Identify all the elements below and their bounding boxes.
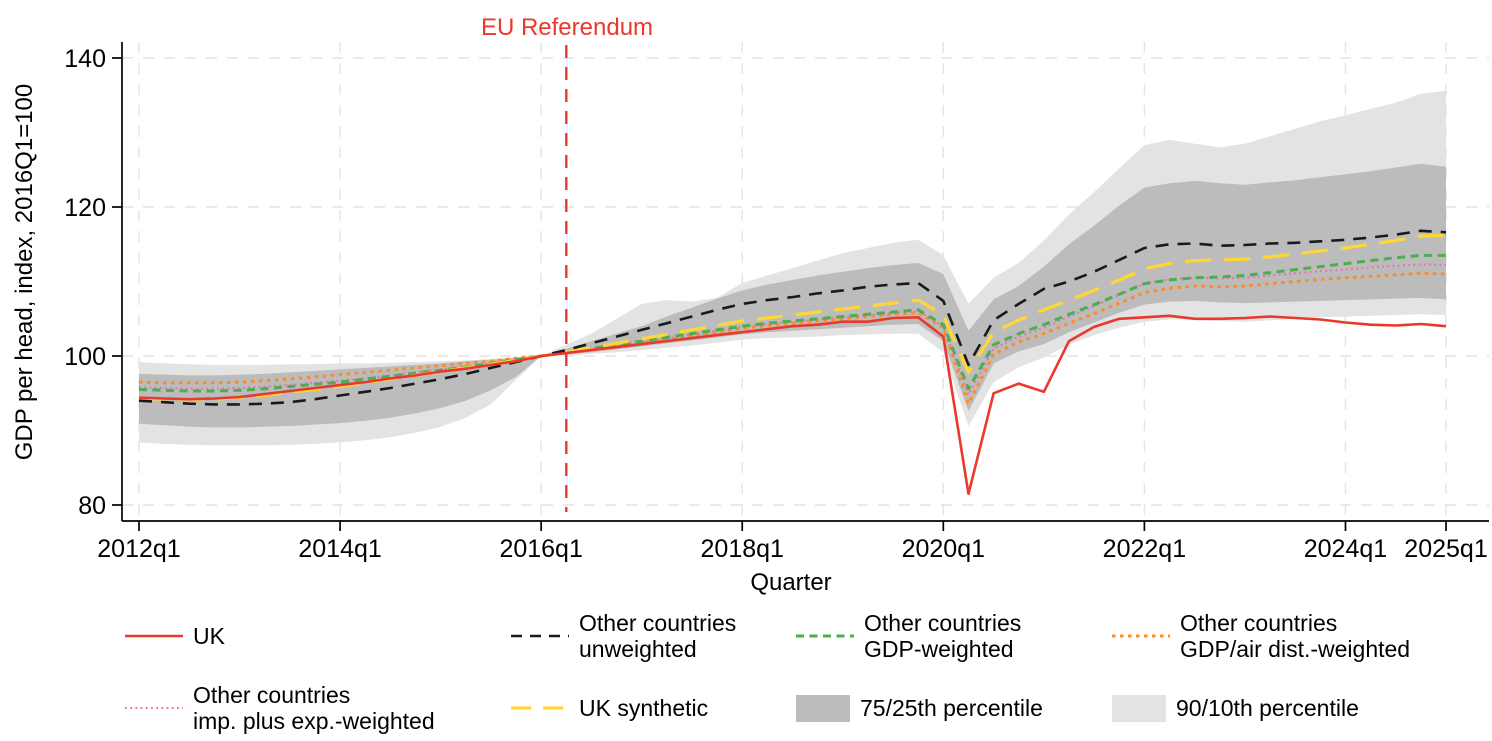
y-tick-label: 80 <box>78 492 106 520</box>
series-line-other-countries-unweighted <box>138 229 1447 406</box>
uk-line-swatch <box>125 634 183 638</box>
band-90-10th-percentile <box>139 90 1446 446</box>
legend-item-75-25-percentile: 75/25th percentile <box>796 680 1043 736</box>
y-axis-title: GDP per head, index, 2016Q1=100 <box>11 84 38 461</box>
unweighted-line-swatch <box>511 634 569 638</box>
x-tick-label: 2016q1 <box>499 535 582 563</box>
band-75-25th-percentile <box>139 163 1446 428</box>
legend-label-uk-synthetic: UK synthetic <box>579 695 709 721</box>
series-line-other-countries-gdp-weighted <box>138 253 1446 393</box>
legend-label-uk: UK <box>193 623 225 649</box>
x-tick-label: 2022q1 <box>1103 535 1186 563</box>
legend-item-uk: UK <box>125 608 225 664</box>
x-tick-label: 2012q1 <box>97 535 180 563</box>
gdp-weighted-line-swatch <box>796 634 854 638</box>
legend-item-90-10-percentile: 90/10th percentile <box>1112 680 1359 736</box>
legend-item-gdp-air-weighted: Other countries GDP/air dist.-weighted <box>1112 608 1410 664</box>
legend-label-gdp-weighted: Other countries GDP-weighted <box>864 610 1022 662</box>
series-line-uk <box>138 314 1447 496</box>
x-tick-label: 2025q1 <box>1404 535 1487 563</box>
legend-item-gdp-weighted: Other countries GDP-weighted <box>796 608 1021 664</box>
uk-synthetic-line-swatch <box>511 706 569 710</box>
x-tick-label: 2018q1 <box>701 535 784 563</box>
imp-exp-weighted-line-swatch <box>125 706 183 710</box>
legend-label-imp-exp-weighted: Other countries imp. plus exp.-weighted <box>193 682 435 734</box>
series-line-other-countries-imp-plus-exp-weighted <box>138 263 1447 396</box>
y-tick-label: 100 <box>64 343 106 371</box>
chart-plot-area: 80 100 120 140 2012q1 2014q1 2016q1 2018q1 2020q… <box>11 14 1489 596</box>
y-tick-label: 120 <box>64 194 106 222</box>
x-axis-title: Quarter <box>750 569 831 596</box>
series-line-other-countries-gdp-air-dist-weighted <box>138 271 1447 406</box>
legend-label-unweighted: Other countries unweighted <box>579 610 737 662</box>
legend-label-90-10-percentile: 90/10th percentile <box>1176 695 1359 721</box>
x-tick-label: 2014q1 <box>298 535 381 563</box>
referendum-annotation: EU Referendum <box>481 14 653 41</box>
90-10-percentile-swatch <box>1112 694 1166 722</box>
legend-item-uk-synthetic: UK synthetic <box>511 680 708 736</box>
75-25-percentile-swatch <box>796 694 850 722</box>
legend-item-unweighted: Other countries unweighted <box>511 608 736 664</box>
legend-label-75-25-percentile: 75/25th percentile <box>860 695 1043 721</box>
gdp-air-weighted-line-swatch <box>1112 634 1170 638</box>
legend-item-imp-exp-weighted: Other countries imp. plus exp.-weighted <box>125 680 435 736</box>
x-tick-label: 2024q1 <box>1304 535 1387 563</box>
legend-label-gdp-air-weighted: Other countries GDP/air dist.-weighted <box>1180 610 1411 662</box>
y-tick-label: 140 <box>64 45 106 73</box>
x-tick-label: 2020q1 <box>902 535 985 563</box>
